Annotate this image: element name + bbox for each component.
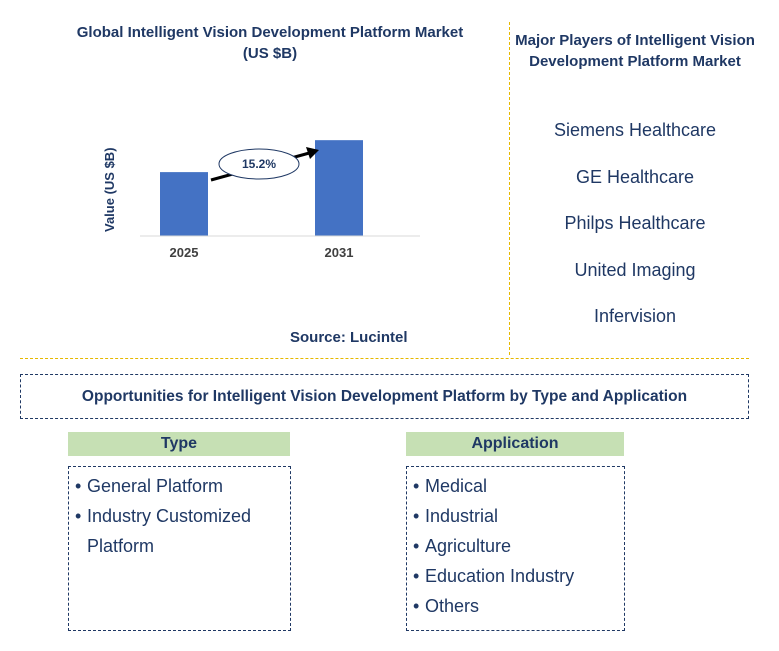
vertical-divider: [509, 22, 510, 355]
chart-title: Global Intelligent Vision Development Pl…: [76, 24, 464, 62]
horizontal-divider: [20, 358, 749, 359]
bar-2025: [160, 172, 208, 236]
players-list: Siemens Healthcare GE Healthcare Philps …: [515, 120, 755, 353]
source-note: Source: Lucintel: [290, 329, 408, 346]
application-list: • Medical • Industrial • Agriculture • Educa…: [413, 471, 618, 621]
application-item: • Medical: [413, 476, 488, 496]
type-item: • Industry Customized Platform: [75, 506, 252, 556]
x-tick-label: 2031: [325, 245, 354, 260]
type-list-box: • General Platform • Industry Customized P…: [68, 466, 291, 631]
type-list: • General Platform • Industry Customized P…: [75, 471, 284, 561]
player-item: Siemens Healthcare: [553, 120, 717, 140]
application-header: Application: [406, 432, 624, 456]
growth-arrow-head: [306, 147, 319, 159]
x-tick-label: 2025: [170, 245, 199, 260]
player-item: United Imaging: [574, 259, 696, 280]
growth-ellipse: [218, 148, 300, 180]
opportunities-title: Opportunities for Intelligent Vision Dev…: [20, 374, 749, 419]
type-item: • General Platform: [75, 476, 224, 496]
type-header: Type: [68, 432, 290, 456]
player-item: GE Healthcare: [575, 166, 695, 187]
bar-chart: Value (US $B) 2025 2031 15.2%: [102, 140, 420, 260]
bar-2031: [315, 140, 363, 236]
player-item: Philps Healthcare: [564, 213, 706, 233]
y-axis-label: Value (US $B): [102, 147, 117, 232]
players-title: Major Players of Intelligent Vision Deve…: [515, 32, 755, 70]
application-item: • Industrial: [413, 506, 499, 526]
player-item: Infervision: [593, 306, 677, 326]
application-item: • Agriculture: [413, 536, 512, 556]
growth-annotation: 15.2%: [210, 147, 319, 182]
growth-label: 15.2%: [242, 157, 276, 171]
application-item: • Education Industry: [413, 566, 575, 586]
application-list-box: • Medical • Industrial • Agriculture • Educa…: [406, 466, 625, 631]
application-item: • Others: [413, 596, 480, 616]
